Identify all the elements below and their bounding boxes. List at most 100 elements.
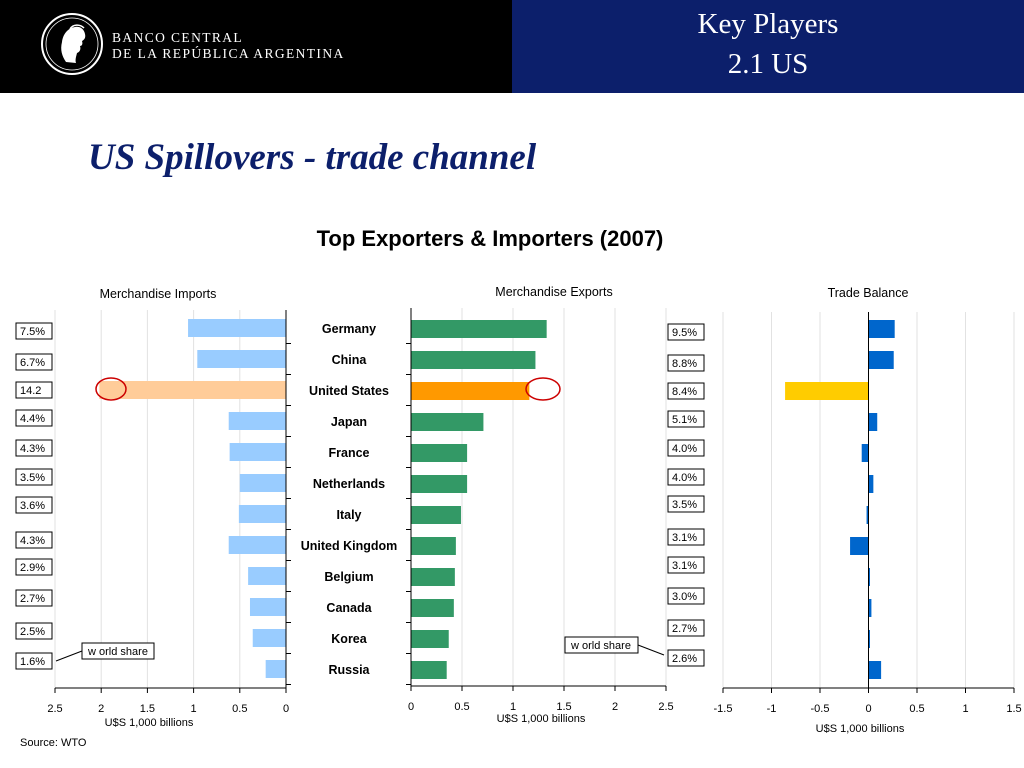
exports-bar: [411, 506, 461, 524]
exports-tick-label: 0: [408, 701, 414, 713]
exports-world-share-box: [564, 636, 639, 654]
balance-bar: [868, 630, 870, 648]
imports-share-label: 3.5%: [20, 472, 45, 484]
header-left-panel: BANCO CENTRAL DE LA REPÚBLICA ARGENTINA: [0, 0, 512, 93]
imports-share-label: 4.3%: [20, 443, 45, 455]
imports-tick-label: 1.5: [140, 703, 155, 715]
country-label: Netherlands: [313, 477, 385, 491]
bcra-seal-icon: [41, 13, 103, 75]
imports-share-box: [15, 322, 53, 340]
bank-name-line1: BANCO CENTRAL: [112, 30, 244, 45]
country-label: China: [332, 353, 368, 367]
exports-share-label: 2.6%: [672, 653, 697, 665]
imports-share-box: [15, 652, 53, 670]
exports-share-box: [667, 556, 705, 574]
exports-share-label: 8.8%: [672, 358, 697, 370]
exports-bar: [411, 413, 484, 431]
balance-bar: [866, 506, 869, 524]
exports-share-box: [667, 439, 705, 457]
exports-bar: [411, 475, 468, 493]
exports-tick-label: 1: [510, 701, 516, 713]
section-subtitle: 2.1 US: [727, 48, 809, 80]
header-right-panel: [512, 0, 1024, 93]
imports-tick-label: 2: [98, 703, 104, 715]
imports-tick-label: 2.5: [47, 703, 62, 715]
imports-bar: [239, 474, 286, 492]
exports-share-label: 5.1%: [672, 414, 697, 426]
country-label: United States: [309, 384, 389, 398]
imports-share-label: 2.5%: [20, 626, 45, 638]
imports-tick-label: 1: [191, 703, 197, 715]
imports-bar: [265, 660, 286, 678]
exports-bar: [411, 599, 454, 617]
exports-bar: [411, 630, 449, 648]
balance-tick-label: 1: [962, 703, 968, 715]
exports-share-label: 4.0%: [672, 443, 697, 455]
imports-bar: [252, 629, 286, 647]
imports-title: Merchandise Imports: [100, 287, 217, 301]
imports-share-box: [15, 439, 53, 457]
exports-bar: [411, 382, 530, 400]
country-label: Belgium: [324, 570, 373, 584]
exports-world-share-label: w orld share: [570, 640, 631, 652]
imports-bar: [228, 536, 286, 554]
exports-tick-label: 0.5: [454, 701, 469, 713]
exports-tick-label: 2: [612, 701, 618, 713]
imports-share-box: [15, 531, 53, 549]
exports-share-box: [667, 354, 705, 372]
imports-bar: [197, 350, 286, 368]
exports-title: Merchandise Exports: [495, 285, 612, 299]
balance-tick-label: -0.5: [811, 703, 830, 715]
exports-bar: [411, 320, 547, 338]
country-label: Italy: [336, 508, 361, 522]
imports-bar: [229, 443, 286, 461]
bank-name-line2: DE LA REPÚBLICA ARGENTINA: [112, 46, 345, 61]
imports-share-label: 6.7%: [20, 357, 45, 369]
balance-tick-label: 1.5: [1006, 703, 1021, 715]
balance-bar: [868, 475, 874, 493]
imports-tick-label: 0: [283, 703, 289, 715]
chart-main-title: Top Exporters & Importers (2007): [316, 226, 664, 251]
imports-share-box: [15, 468, 53, 486]
exports-tick-label: 2.5: [658, 701, 673, 713]
exports-tick-label: 1.5: [556, 701, 571, 713]
balance-xlabel: U$S 1,000 billions: [816, 723, 905, 735]
imports-share-box: [15, 409, 53, 427]
exports-share-label: 3.1%: [672, 532, 697, 544]
imports-bar: [249, 598, 286, 616]
section-title: Key Players: [697, 8, 839, 40]
exports-share-box: [667, 495, 705, 513]
balance-bar: [868, 320, 895, 338]
imports-world-share-label: w orld share: [87, 646, 148, 658]
exports-callout-line: [637, 644, 665, 656]
balance-tick-label: -1: [767, 703, 777, 715]
balance-bar: [868, 568, 870, 586]
exports-share-label: 3.0%: [672, 591, 697, 603]
balance-bar: [868, 599, 872, 617]
imports-xlabel: U$S 1,000 billions: [105, 717, 194, 729]
balance-bar: [850, 537, 869, 555]
balance-bar: [868, 413, 878, 431]
imports-share-box: [15, 353, 53, 371]
exports-bar: [411, 444, 468, 462]
exports-share-box: [667, 468, 705, 486]
imports-share-box: [15, 558, 53, 576]
exports-highlight-circle: [525, 377, 561, 401]
country-label: Korea: [331, 632, 367, 646]
imports-share-label: 7.5%: [20, 326, 45, 338]
exports-share-label: 3.5%: [672, 499, 697, 511]
balance-bar: [861, 444, 869, 462]
imports-share-label: 4.4%: [20, 413, 45, 425]
imports-share-label: 4.3%: [20, 535, 45, 547]
exports-share-label: 2.7%: [672, 623, 697, 635]
balance-bar: [868, 351, 894, 369]
balance-bar: [785, 382, 869, 400]
imports-share-box: [15, 589, 53, 607]
imports-bar: [99, 381, 287, 399]
balance-tick-label: -1.5: [714, 703, 733, 715]
country-label: Japan: [331, 415, 367, 429]
country-label: United Kingdom: [301, 539, 398, 553]
imports-bar: [188, 319, 286, 337]
exports-share-label: 3.1%: [672, 560, 697, 572]
imports-share-label: 1.6%: [20, 656, 45, 668]
